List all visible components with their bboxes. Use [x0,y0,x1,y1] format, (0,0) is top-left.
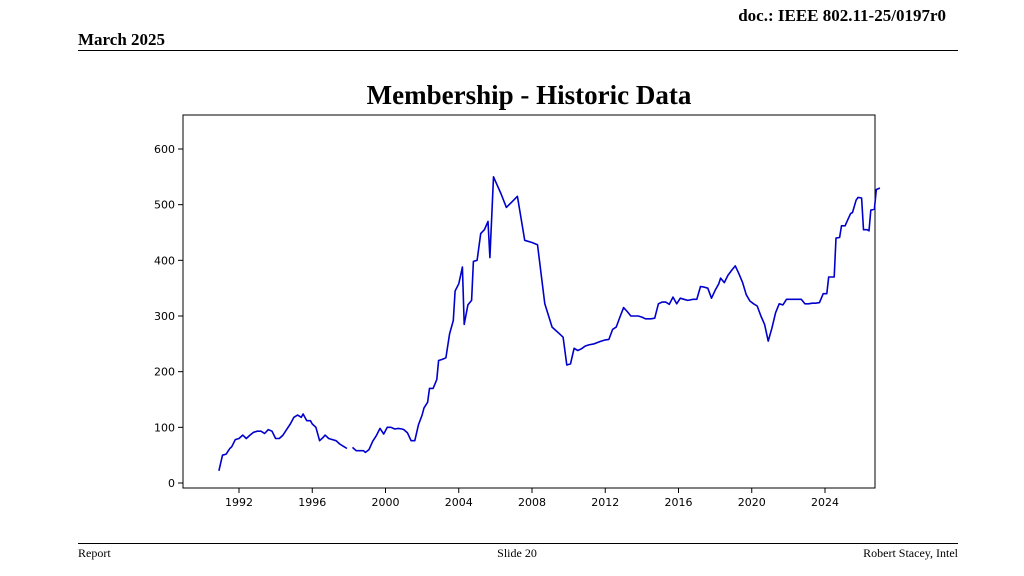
x-tick-label: 2004 [445,496,473,509]
y-tick-label: 400 [154,254,175,267]
x-tick-label: 1996 [298,496,326,509]
x-axis: 1992 1996 2000 2004 2008 2012 2016 2020 2024 [225,488,839,509]
footer-author: Robert Stacey, Intel [863,546,958,560]
membership-series-line [351,176,881,454]
header-divider [78,50,958,51]
footer-slide-number: Slide 20 [497,546,537,560]
y-axis: 0 100 200 300 400 500 600 [154,143,183,490]
footer-report-label: Report [78,546,111,560]
x-tick-label: 2012 [591,496,619,509]
y-tick-label: 500 [154,199,175,212]
document-date: March 2025 [78,30,166,49]
y-tick-label: 200 [154,366,175,379]
x-tick-label: 2024 [811,496,839,509]
series-layer [218,176,881,471]
document-id: doc.: IEEE 802.11-25/0197r0 [738,6,946,25]
y-tick-label: 100 [154,421,175,434]
chart-title: Membership - Historic Data [366,80,692,110]
x-tick-label: 2008 [518,496,546,509]
membership-series-line [218,413,348,471]
x-tick-label: 2000 [372,496,400,509]
x-tick-label: 2016 [665,496,693,509]
y-tick-label: 600 [154,143,175,156]
plot-frame [182,114,876,489]
footer-divider [78,543,958,544]
x-tick-label: 2020 [738,496,766,509]
x-tick-label: 1992 [225,496,253,509]
y-tick-label: 300 [154,310,175,323]
y-tick-label: 0 [168,477,175,490]
